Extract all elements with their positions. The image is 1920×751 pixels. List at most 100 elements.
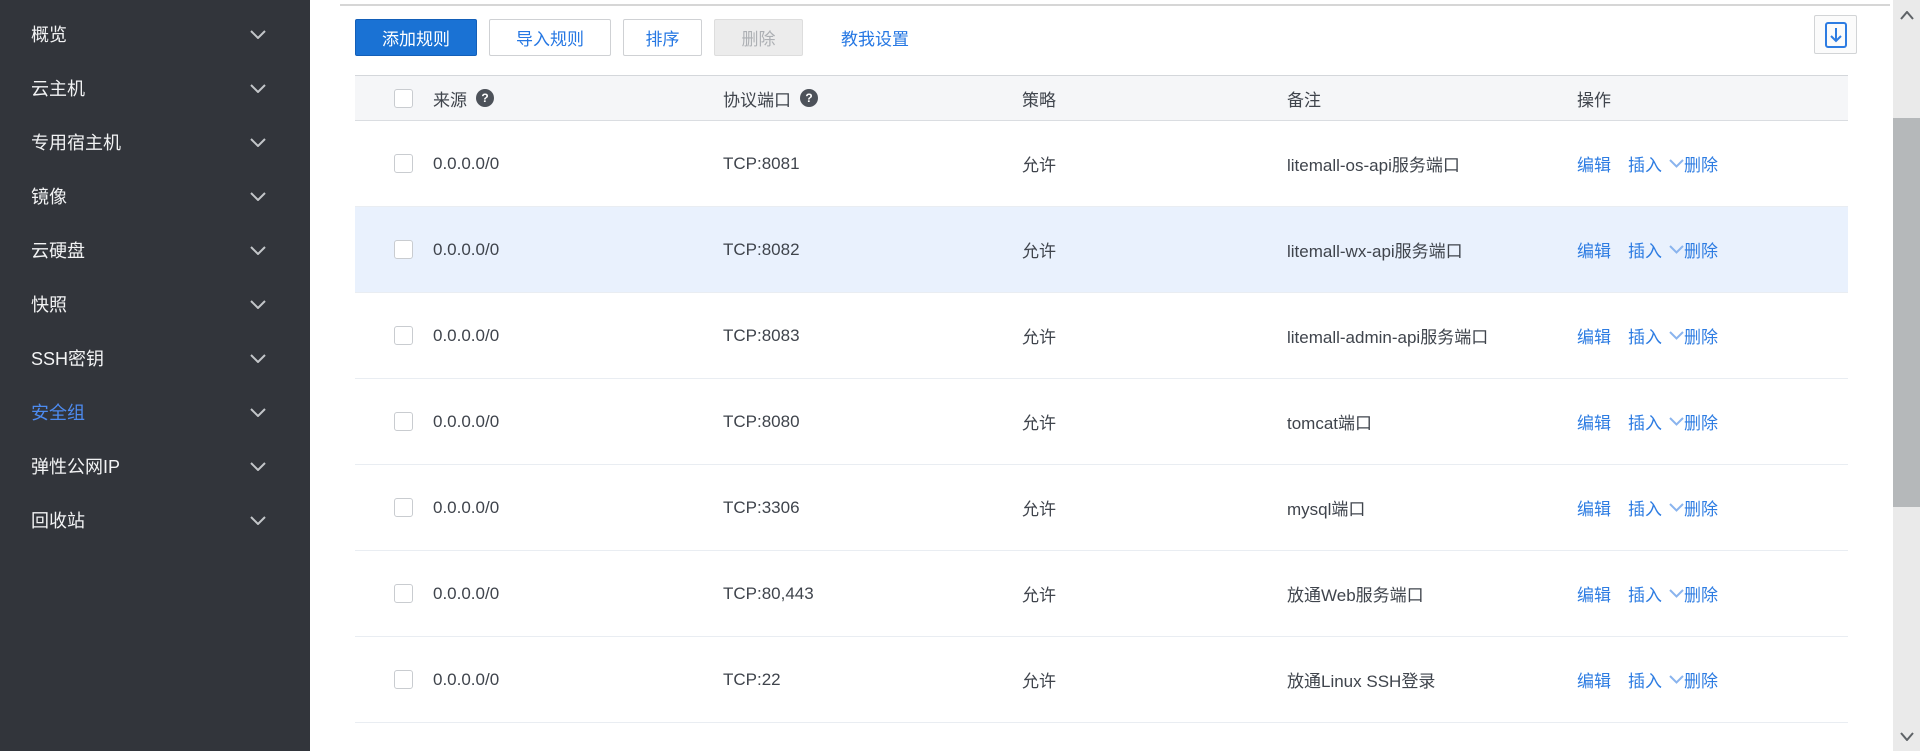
sidebar-item-快照[interactable]: 快照: [0, 277, 310, 331]
sidebar-item-弹性公网IP[interactable]: 弹性公网IP: [0, 439, 310, 493]
chevron-down-icon[interactable]: [250, 300, 266, 309]
content-top-divider: [340, 4, 1890, 6]
chevron-down-icon[interactable]: [250, 462, 266, 471]
insert-link[interactable]: 插入: [1628, 414, 1662, 433]
row-checkbox[interactable]: [394, 326, 413, 345]
column-header-policy: 策略: [1022, 90, 1056, 110]
delete-link[interactable]: 删除: [1684, 500, 1718, 519]
insert-chevron-down-icon[interactable]: [1669, 675, 1684, 684]
rule-protocol-port: TCP:8082: [723, 239, 800, 259]
sidebar-item-云硬盘[interactable]: 云硬盘: [0, 223, 310, 277]
chevron-down-icon[interactable]: [250, 408, 266, 417]
scrollbar-down-arrow-icon[interactable]: [1893, 721, 1920, 751]
insert-chevron-down-icon[interactable]: [1669, 417, 1684, 426]
delete-button[interactable]: 删除: [714, 19, 803, 56]
rules-toolbar: 添加规则 导入规则 排序 删除 教我设置: [355, 19, 909, 56]
chevron-down-icon[interactable]: [250, 516, 266, 525]
main-content: 添加规则 导入规则 排序 删除 教我设置 来源: [310, 0, 1920, 751]
scrollbar-up-arrow-icon[interactable]: [1893, 0, 1920, 30]
insert-link[interactable]: 插入: [1628, 156, 1662, 175]
rule-policy: 允许: [1022, 242, 1056, 261]
sidebar-item-云主机[interactable]: 云主机: [0, 61, 310, 115]
export-rules-button[interactable]: [1814, 15, 1857, 54]
sidebar-item-概览[interactable]: 概览: [0, 7, 310, 61]
row-checkbox[interactable]: [394, 412, 413, 431]
delete-link[interactable]: 删除: [1684, 586, 1718, 605]
table-row: 0.0.0.0/0 TCP:8080 允许 tomcat端口 编辑 插入 删除: [355, 379, 1848, 465]
edit-link[interactable]: 编辑: [1577, 586, 1611, 605]
rule-remark: litemall-wx-api服务端口: [1287, 242, 1463, 261]
sidebar-item-label: 云主机: [31, 79, 85, 99]
row-checkbox[interactable]: [394, 670, 413, 689]
rule-protocol-port: TCP:22: [723, 669, 781, 689]
rule-remark: 放通Linux SSH登录: [1287, 672, 1436, 691]
vertical-scrollbar[interactable]: [1893, 0, 1920, 751]
delete-link[interactable]: 删除: [1684, 242, 1718, 261]
chevron-down-icon[interactable]: [250, 30, 266, 39]
rule-policy: 允许: [1022, 672, 1056, 691]
delete-link[interactable]: 删除: [1684, 328, 1718, 347]
sidebar-item-专用宿主机[interactable]: 专用宿主机: [0, 115, 310, 169]
insert-link[interactable]: 插入: [1628, 500, 1662, 519]
rule-remark: 放通Web服务端口: [1287, 586, 1424, 605]
row-checkbox[interactable]: [394, 154, 413, 173]
insert-chevron-down-icon[interactable]: [1669, 331, 1684, 340]
insert-link[interactable]: 插入: [1628, 242, 1662, 261]
edit-link[interactable]: 编辑: [1577, 414, 1611, 433]
chevron-down-icon[interactable]: [250, 246, 266, 255]
edit-link[interactable]: 编辑: [1577, 156, 1611, 175]
add-rule-button[interactable]: 添加规则: [355, 19, 477, 56]
import-rule-button[interactable]: 导入规则: [489, 19, 611, 56]
rule-source: 0.0.0.0/0: [433, 583, 500, 603]
insert-chevron-down-icon[interactable]: [1669, 589, 1684, 598]
scrollbar-thumb[interactable]: [1893, 118, 1920, 507]
table-row: 0.0.0.0/0 TCP:80,443 允许 放通Web服务端口 编辑 插入 …: [355, 551, 1848, 637]
chevron-down-icon[interactable]: [250, 354, 266, 363]
delete-link[interactable]: 删除: [1684, 414, 1718, 433]
sort-button[interactable]: 排序: [623, 19, 702, 56]
insert-link[interactable]: 插入: [1628, 586, 1662, 605]
sidebar-item-安全组[interactable]: 安全组: [0, 385, 310, 439]
delete-link[interactable]: 删除: [1684, 156, 1718, 175]
insert-link[interactable]: 插入: [1628, 672, 1662, 691]
row-checkbox[interactable]: [394, 240, 413, 259]
insert-chevron-down-icon[interactable]: [1669, 159, 1684, 168]
sidebar-item-回收站[interactable]: 回收站: [0, 493, 310, 547]
rule-policy: 允许: [1022, 500, 1056, 519]
table-row: 0.0.0.0/0 TCP:3306 允许 mysql端口 编辑 插入 删除: [355, 465, 1848, 551]
insert-chevron-down-icon[interactable]: [1669, 503, 1684, 512]
edit-link[interactable]: 编辑: [1577, 328, 1611, 347]
column-header-action: 操作: [1577, 90, 1611, 110]
insert-chevron-down-icon[interactable]: [1669, 245, 1684, 254]
insert-link[interactable]: 插入: [1628, 328, 1662, 347]
sidebar-item-label: SSH密钥: [31, 349, 105, 369]
sidebar-item-SSH密钥[interactable]: SSH密钥: [0, 331, 310, 385]
rule-policy: 允许: [1022, 156, 1056, 175]
table-body: 0.0.0.0/0 TCP:8081 允许 litemall-os-api服务端…: [355, 121, 1848, 723]
row-checkbox[interactable]: [394, 584, 413, 603]
protocol-help-icon[interactable]: ?: [800, 89, 818, 107]
chevron-down-icon[interactable]: [250, 138, 266, 147]
rule-source: 0.0.0.0/0: [433, 411, 500, 431]
sidebar-item-label: 专用宿主机: [31, 133, 121, 153]
chevron-down-icon[interactable]: [250, 192, 266, 201]
rule-policy: 允许: [1022, 586, 1056, 605]
select-all-checkbox[interactable]: [394, 88, 413, 108]
sidebar-item-label: 快照: [31, 295, 67, 315]
rule-source: 0.0.0.0/0: [433, 497, 500, 517]
table-row: 0.0.0.0/0 TCP:8082 允许 litemall-wx-api服务端…: [355, 207, 1848, 293]
rule-protocol-port: TCP:8083: [723, 325, 800, 345]
chevron-down-icon[interactable]: [250, 84, 266, 93]
teach-me-link[interactable]: 教我设置: [841, 30, 909, 49]
sidebar-item-label: 云硬盘: [31, 241, 85, 261]
edit-link[interactable]: 编辑: [1577, 672, 1611, 691]
edit-link[interactable]: 编辑: [1577, 242, 1611, 261]
rule-remark: tomcat端口: [1287, 414, 1373, 433]
edit-link[interactable]: 编辑: [1577, 500, 1611, 519]
download-icon: [1824, 21, 1848, 49]
sidebar-item-镜像[interactable]: 镜像: [0, 169, 310, 223]
table-row: 0.0.0.0/0 TCP:8081 允许 litemall-os-api服务端…: [355, 121, 1848, 207]
row-checkbox[interactable]: [394, 498, 413, 517]
source-help-icon[interactable]: ?: [476, 89, 494, 107]
delete-link[interactable]: 删除: [1684, 672, 1718, 691]
